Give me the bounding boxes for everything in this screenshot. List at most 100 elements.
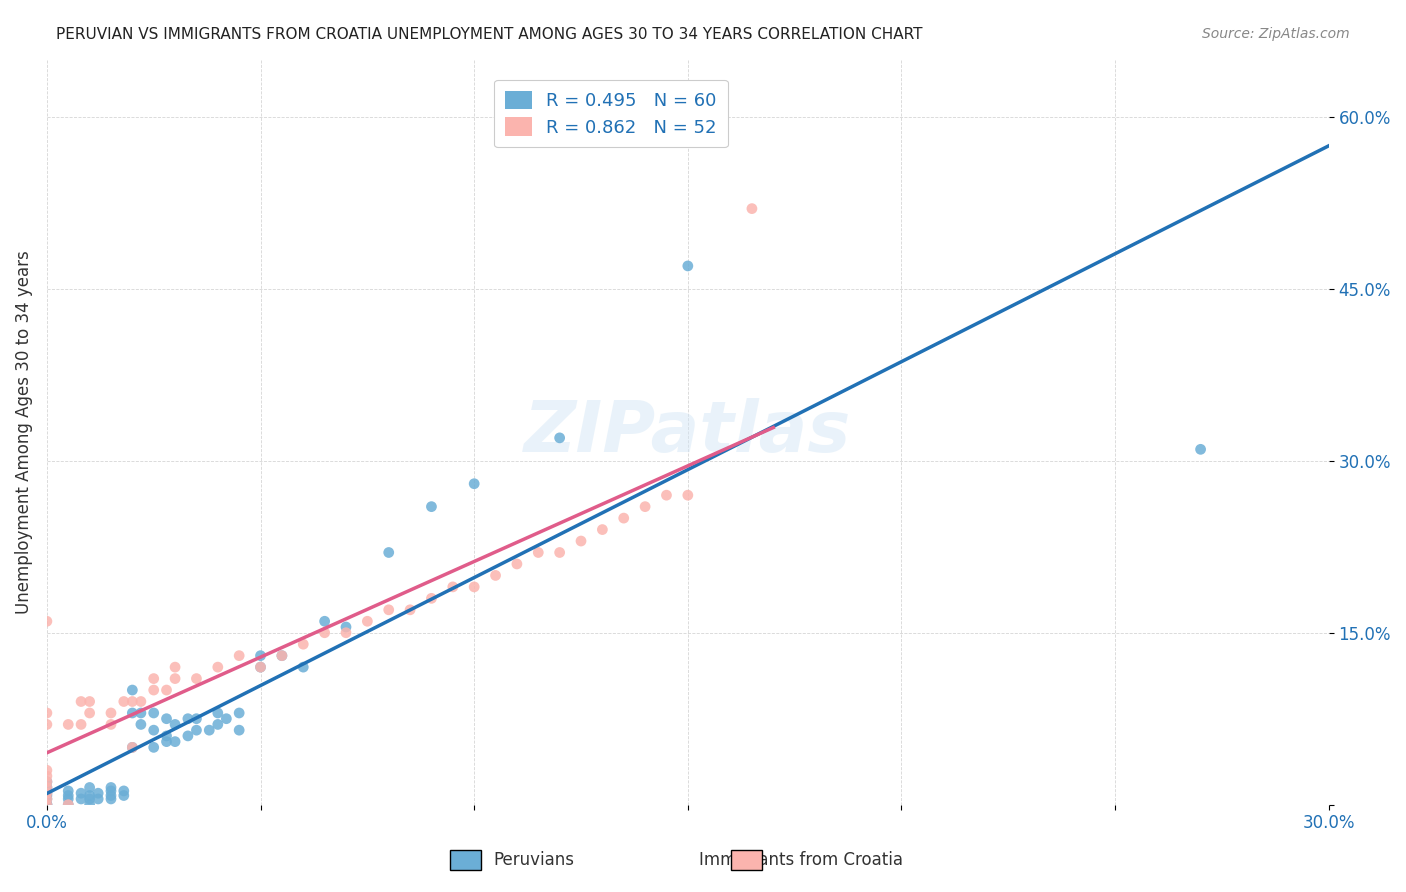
- Point: [121, 740, 143, 755]
- Point: [207, 717, 229, 731]
- Point: [70, 694, 93, 708]
- Point: [129, 706, 152, 720]
- Point: [484, 568, 506, 582]
- Point: [463, 580, 485, 594]
- Point: [155, 734, 177, 748]
- Point: [165, 717, 187, 731]
- Point: [165, 734, 187, 748]
- Point: [79, 792, 101, 806]
- Point: [35, 797, 58, 812]
- Point: [741, 202, 763, 216]
- Point: [35, 792, 58, 806]
- Point: [676, 488, 699, 502]
- Point: [377, 545, 399, 559]
- Point: [1189, 442, 1212, 457]
- Point: [155, 683, 177, 698]
- Point: [186, 723, 208, 738]
- Point: [100, 789, 122, 803]
- Point: [142, 723, 165, 738]
- Point: [314, 625, 336, 640]
- Point: [35, 786, 58, 800]
- Point: [79, 706, 101, 720]
- Text: Peruvians: Peruvians: [494, 851, 575, 869]
- Point: [79, 789, 101, 803]
- Point: [121, 706, 143, 720]
- Point: [215, 712, 238, 726]
- Point: [591, 523, 613, 537]
- Point: [634, 500, 657, 514]
- Point: [292, 660, 315, 674]
- Point: [142, 740, 165, 755]
- Point: [142, 706, 165, 720]
- Point: [35, 797, 58, 812]
- Legend: R = 0.495   N = 60, R = 0.862   N = 52: R = 0.495 N = 60, R = 0.862 N = 52: [494, 79, 728, 147]
- Point: [186, 712, 208, 726]
- Point: [228, 706, 250, 720]
- Point: [548, 545, 571, 559]
- Point: [165, 660, 187, 674]
- Text: Immigrants from Croatia: Immigrants from Croatia: [699, 851, 904, 869]
- Point: [228, 723, 250, 738]
- Point: [198, 723, 221, 738]
- Point: [441, 580, 464, 594]
- Point: [58, 784, 80, 798]
- Point: [155, 729, 177, 743]
- Point: [35, 792, 58, 806]
- Point: [655, 488, 678, 502]
- Point: [129, 694, 152, 708]
- Point: [35, 774, 58, 789]
- Point: [35, 786, 58, 800]
- Point: [155, 712, 177, 726]
- Point: [142, 683, 165, 698]
- Point: [527, 545, 550, 559]
- Point: [79, 780, 101, 795]
- Point: [35, 797, 58, 812]
- Point: [112, 784, 135, 798]
- Point: [79, 797, 101, 812]
- Point: [35, 614, 58, 628]
- Point: [506, 557, 529, 571]
- Point: [79, 694, 101, 708]
- Point: [35, 789, 58, 803]
- Point: [335, 625, 357, 640]
- Point: [100, 717, 122, 731]
- Text: PERUVIAN VS IMMIGRANTS FROM CROATIA UNEMPLOYMENT AMONG AGES 30 TO 34 YEARS CORRE: PERUVIAN VS IMMIGRANTS FROM CROATIA UNEM…: [56, 27, 922, 42]
- Text: ZIPatlas: ZIPatlas: [524, 398, 852, 467]
- Point: [420, 591, 443, 606]
- Point: [207, 706, 229, 720]
- Point: [249, 648, 271, 663]
- Point: [121, 740, 143, 755]
- Point: [249, 660, 271, 674]
- Y-axis label: Unemployment Among Ages 30 to 34 years: Unemployment Among Ages 30 to 34 years: [15, 251, 32, 614]
- Point: [463, 476, 485, 491]
- Point: [70, 717, 93, 731]
- Point: [676, 259, 699, 273]
- Point: [613, 511, 636, 525]
- Point: [399, 603, 422, 617]
- Point: [335, 620, 357, 634]
- Point: [186, 672, 208, 686]
- Point: [100, 706, 122, 720]
- Point: [35, 769, 58, 783]
- Point: [70, 792, 93, 806]
- Point: [58, 797, 80, 812]
- Point: [207, 660, 229, 674]
- Point: [228, 648, 250, 663]
- Point: [87, 786, 110, 800]
- Point: [58, 717, 80, 731]
- Point: [177, 729, 200, 743]
- Point: [35, 764, 58, 778]
- Point: [177, 712, 200, 726]
- Point: [35, 706, 58, 720]
- Point: [129, 717, 152, 731]
- Text: Source: ZipAtlas.com: Source: ZipAtlas.com: [1202, 27, 1350, 41]
- Point: [292, 637, 315, 651]
- Point: [100, 784, 122, 798]
- Point: [377, 603, 399, 617]
- Point: [356, 614, 378, 628]
- Point: [569, 534, 592, 549]
- Point: [249, 660, 271, 674]
- Point: [270, 648, 292, 663]
- Point: [420, 500, 443, 514]
- Point: [100, 792, 122, 806]
